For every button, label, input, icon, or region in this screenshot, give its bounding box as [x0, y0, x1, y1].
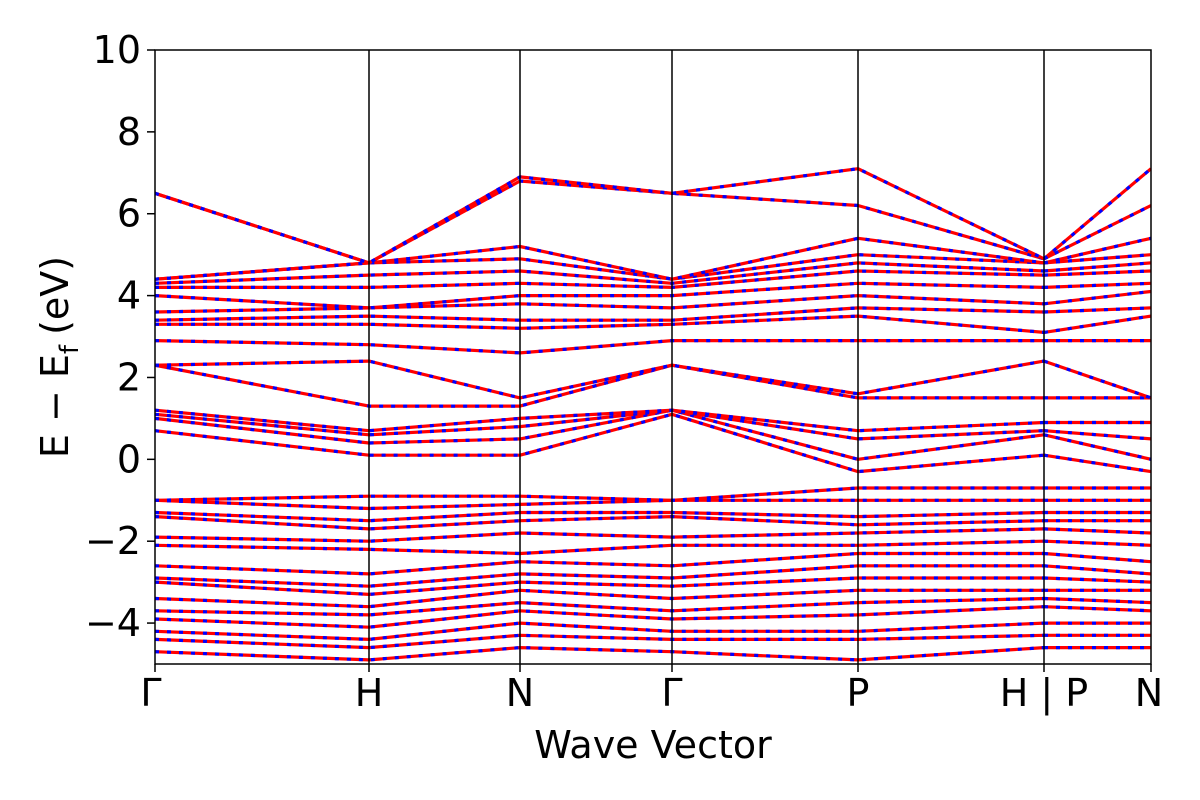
band-line-blue-23-0: [155, 306, 1045, 322]
band-line-red-24-1: [1043, 289, 1151, 306]
band-line-red-23-1: [1043, 306, 1151, 314]
y-axis: −4 −2 0 2 4 6 8 10: [85, 28, 155, 645]
x-tick-label-5: H | P: [1000, 671, 1088, 716]
x-tick-label-4: P: [847, 671, 870, 715]
band-line-blue-8-0: [155, 551, 1044, 576]
band-line-red-17-0: [155, 408, 1045, 441]
band-line-blue-0-0: [155, 645, 1045, 662]
band-line-red-22-1: [1043, 314, 1151, 334]
band-line-blue-9-0: [155, 539, 1045, 556]
band-line-blue-12-0: [155, 510, 1045, 523]
band-line-blue-3-0: [155, 605, 1045, 629]
band-line-blue-11-0: [155, 514, 1045, 531]
y-tick-label-6: 8: [117, 110, 141, 154]
band-line-red-6-1: [1043, 576, 1151, 584]
y-tick-label-3: 2: [117, 355, 141, 399]
y-axis-label-main: E − E: [33, 354, 77, 458]
plot-frame: [154, 49, 1152, 665]
x-tick-label-1: H: [355, 671, 384, 715]
band-line-red-20-0: [155, 359, 1045, 400]
band-line-red-8-1: [1043, 551, 1151, 564]
band-line-red-20-1: [1043, 359, 1151, 400]
y-tick-label-5: 6: [117, 192, 141, 236]
y-axis-label-unit: (eV): [33, 256, 77, 335]
band-line-red-27-1: [1043, 261, 1151, 273]
band-line-red-18-0: [155, 408, 1045, 433]
band-line-red-3-1: [1043, 605, 1151, 613]
band-line-blue-20-0: [155, 359, 1045, 400]
band-line-blue-30-1: [1043, 204, 1151, 261]
band-line-blue-7-0: [155, 564, 1044, 588]
band-line-red-28-1: [1043, 253, 1151, 265]
band-line-red-16-1: [1043, 433, 1151, 461]
band-line-blue-28-0: [155, 253, 1045, 281]
band-line-blue-13-0: [155, 498, 1044, 511]
y-tick-label-4: 4: [117, 274, 141, 318]
band-line-red-15-1: [1043, 453, 1151, 474]
band-line-blue-19-0: [155, 363, 1044, 408]
x-tick-label-0: Γ: [140, 671, 161, 715]
band-line-blue-2-0: [155, 621, 1045, 642]
band-line-blue-24-0: [155, 293, 1045, 314]
band-line-blue-22-0: [155, 314, 1045, 334]
x-axis-label: Wave Vector: [534, 723, 772, 767]
band-line-blue-31-0: [155, 167, 1045, 265]
x-tick-label-6: N: [1135, 671, 1163, 715]
band-line-blue-25-0: [155, 281, 1045, 310]
band-line-blue-29-0: [155, 236, 1045, 281]
y-tick-label-0: −4: [85, 601, 141, 645]
x-axis: Γ H N Γ P H | P N: [140, 664, 1163, 716]
band-line-blue-4-0: [155, 596, 1045, 617]
y-axis-label: E − Ef (eV): [33, 256, 85, 458]
band-line-blue-10-0: [155, 527, 1045, 543]
band-line-blue-27-0: [155, 261, 1045, 285]
y-tick-label-1: −2: [85, 519, 141, 563]
band-line-red-31-0: [155, 167, 1045, 265]
band-line-red-31-1: [1042, 167, 1151, 261]
band-line-blue-5-0: [155, 588, 1044, 609]
band-lines-layer: [155, 167, 1151, 662]
band-line-red-4-1: [1043, 596, 1151, 605]
band-line-red-6-0: [155, 576, 1044, 596]
y-tick-label-2: 0: [117, 437, 141, 481]
band-line-blue-15-0: [155, 412, 1045, 474]
band-line-blue-26-0: [155, 269, 1045, 290]
band-line-blue-1-0: [155, 633, 1045, 650]
band-line-red-10-1: [1043, 527, 1151, 535]
band-line-blue-16-0: [155, 408, 1045, 461]
band-line-red-17-1: [1043, 429, 1151, 441]
y-tick-label-7: 10: [93, 28, 141, 72]
band-line-red-26-1: [1043, 269, 1151, 277]
band-line-red-9-1: [1043, 539, 1151, 547]
band-line-red-25-1: [1043, 281, 1151, 289]
y-axis-label-subscript: f: [55, 344, 85, 354]
band-line-red-7-1: [1043, 564, 1151, 576]
band-line-blue-14-0: [155, 486, 1044, 502]
band-line-blue-6-0: [155, 576, 1044, 597]
band-line-red-29-1: [1043, 236, 1151, 265]
high-symmetry-lines: [368, 50, 1045, 664]
x-tick-label-2: N: [506, 671, 534, 715]
band-line-blue-21-0: [155, 339, 1044, 355]
x-tick-label-3: Γ: [661, 671, 682, 715]
